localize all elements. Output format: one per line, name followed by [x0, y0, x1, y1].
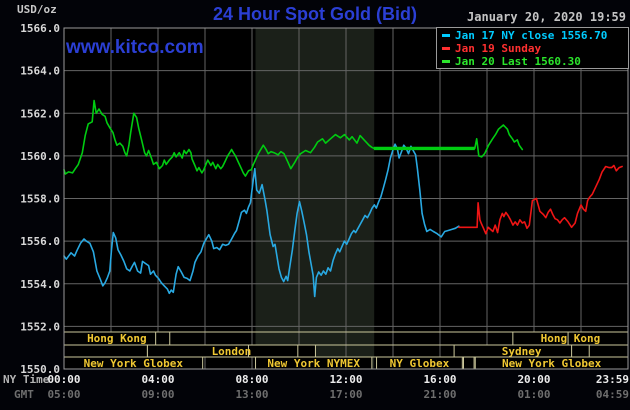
- session-box: [63, 344, 148, 358]
- page-title: 24 Hour Spot Gold (Bid): [213, 4, 417, 24]
- kitco-watermark-link[interactable]: www.kitco.com: [66, 37, 204, 58]
- session-box: [463, 356, 475, 370]
- session-label: London: [212, 345, 252, 358]
- session-label: Hong Kong: [541, 332, 601, 345]
- y-axis-tick-label: 1554.0: [20, 278, 60, 291]
- legend-item-label: Jan 19 Sunday: [455, 42, 542, 55]
- session-label: New York Globex: [502, 357, 602, 370]
- legend-item-label: Jan 17 NY close 1556.70: [455, 29, 608, 42]
- x-axis-tick-ny: 23:59: [596, 373, 629, 386]
- x-axis-tick-gmt: 01:00: [517, 388, 550, 401]
- legend-item-jan19: Jan 19 Sunday: [440, 42, 628, 55]
- y-axis-tick-label: 1564.0: [20, 65, 60, 78]
- plot-border: [63, 27, 629, 370]
- y-axis-tick-label: 1558.0: [20, 193, 60, 206]
- session-label: Hong Kong: [87, 332, 147, 345]
- session-label: New York NYMEX: [267, 357, 360, 370]
- legend-item-jan17: Jan 17 NY close 1556.70: [440, 29, 628, 42]
- y-axis-tick-label: 1562.0: [20, 107, 60, 120]
- x-axis-tick-ny: 00:00: [47, 373, 80, 386]
- jan20-dash-icon: [442, 60, 450, 63]
- x-axis-tick-ny: 08:00: [235, 373, 268, 386]
- y-axis-tick-label: 1550.0: [20, 363, 60, 376]
- price-line-jan17: [63, 143, 460, 298]
- y-axis-tick-label: 1556.0: [20, 235, 60, 248]
- x-axis-tick-gmt: 21:00: [423, 388, 456, 401]
- x-axis-tick-gmt: 05:00: [47, 388, 80, 401]
- session-label: Sydney: [502, 345, 542, 358]
- jan17-dash-icon: [442, 34, 450, 37]
- session-label: NY Globex: [390, 357, 450, 370]
- legend-item-label: Jan 20 Last 1560.30: [455, 55, 581, 68]
- jan19-dash-icon: [442, 47, 450, 50]
- legend-item-jan20: Jan 20 Last 1560.30: [440, 55, 628, 68]
- session-box: [146, 344, 316, 358]
- price-line-jan19: [457, 164, 623, 235]
- chart-datetime: January 20, 2020 19:59: [467, 10, 626, 24]
- ny-time-axis-caption: NY Time: [3, 373, 50, 386]
- session-label: New York Globex: [84, 357, 184, 370]
- gmt-axis-caption: GMT: [14, 388, 34, 401]
- x-axis-tick-gmt: 04:59: [596, 388, 629, 401]
- x-axis-tick-ny: 16:00: [423, 373, 456, 386]
- x-axis-tick-ny: 20:00: [517, 373, 550, 386]
- y-axis-tick-label: 1552.0: [20, 320, 60, 333]
- x-axis-tick-ny: 04:00: [141, 373, 174, 386]
- x-axis-tick-gmt: 09:00: [141, 388, 174, 401]
- y-axis-tick-label: 1566.0: [20, 22, 60, 35]
- x-axis-tick-gmt: 13:00: [235, 388, 268, 401]
- legend-box: Jan 17 NY close 1556.70 Jan 19 Sunday Ja…: [436, 27, 629, 69]
- y-axis-unit-label: USD/oz: [17, 3, 57, 16]
- x-axis-tick-gmt: 17:00: [329, 388, 362, 401]
- price-line-jan20: [63, 99, 524, 177]
- y-axis-tick-label: 1560.0: [20, 150, 60, 163]
- x-axis-tick-ny: 12:00: [329, 373, 362, 386]
